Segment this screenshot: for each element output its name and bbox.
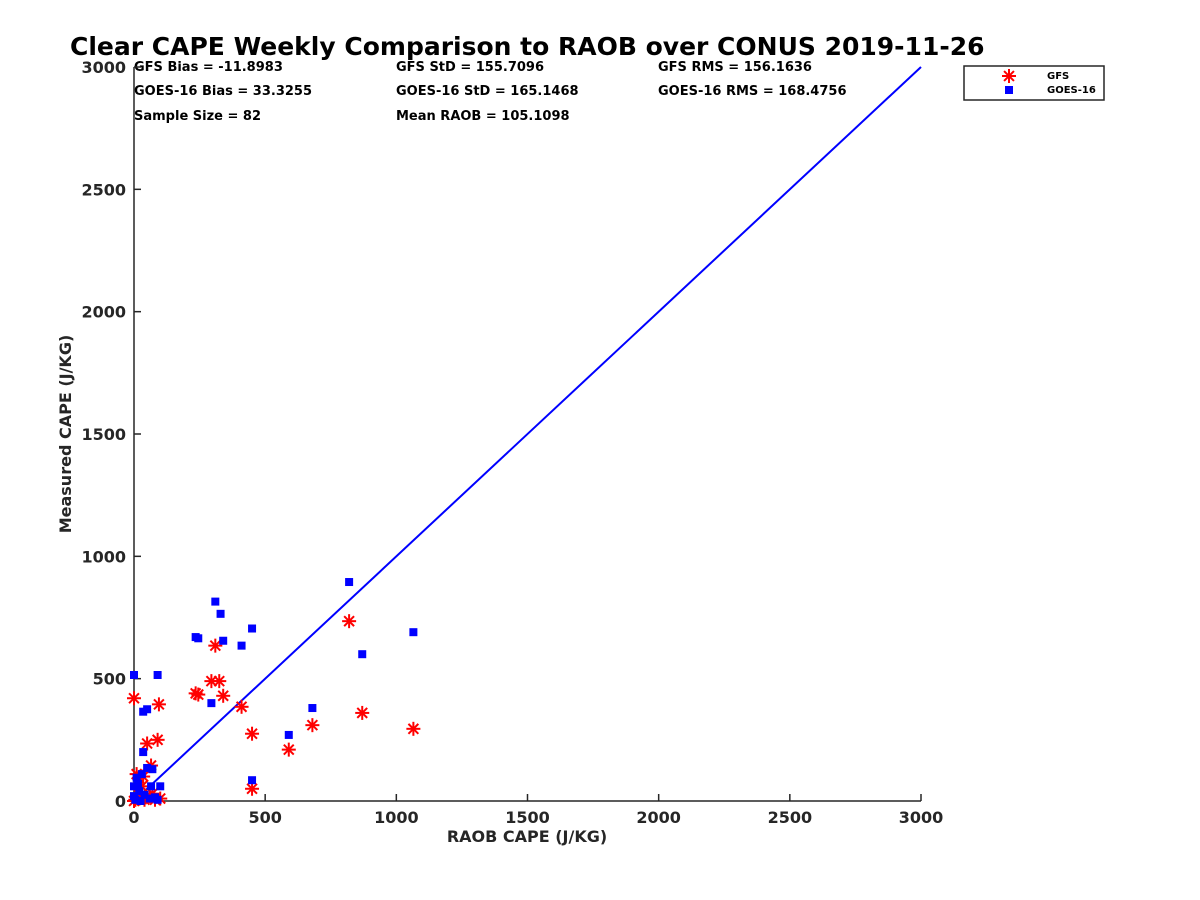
goes16-point bbox=[219, 636, 228, 645]
goes16-point bbox=[409, 628, 418, 637]
stat-goes-std: GOES-16 StD = 165.1468 bbox=[396, 84, 579, 99]
gfs-point bbox=[151, 697, 166, 712]
goes16-point bbox=[248, 624, 257, 633]
y-tick-label: 1000 bbox=[81, 547, 126, 566]
goes16-point bbox=[345, 578, 354, 587]
goes16-point bbox=[147, 782, 156, 791]
stat-gfs-std: GFS StD = 155.7096 bbox=[396, 60, 544, 75]
goes16-point bbox=[145, 794, 154, 803]
stat-goes-bias: GOES-16 Bias = 33.3255 bbox=[134, 84, 312, 99]
goes16-point bbox=[284, 730, 293, 739]
goes16-point bbox=[153, 795, 162, 804]
gfs-point bbox=[234, 699, 249, 714]
one-to-one-reference-line bbox=[133, 66, 922, 802]
gfs-point bbox=[212, 674, 227, 689]
gfs-point bbox=[305, 718, 320, 733]
goes16-point bbox=[207, 699, 216, 708]
goes16-point bbox=[133, 779, 142, 788]
x-tick-label: 1500 bbox=[505, 808, 550, 827]
gfs-point bbox=[245, 726, 260, 741]
stat-goes-rms: GOES-16 RMS = 168.4756 bbox=[658, 84, 847, 99]
x-axis-label: RAOB CAPE (J/KG) bbox=[447, 827, 607, 846]
legend-label-gfs: GFS bbox=[1047, 71, 1069, 82]
x-tick-label: 3000 bbox=[899, 808, 944, 827]
goes16-point bbox=[211, 597, 220, 606]
x-tick-label: 2500 bbox=[768, 808, 813, 827]
stat-gfs-rms: GFS RMS = 156.1636 bbox=[658, 60, 812, 75]
data-points bbox=[127, 578, 421, 808]
legend-marker-gfs bbox=[1002, 69, 1016, 83]
y-tick-label: 2000 bbox=[81, 303, 126, 322]
y-tick-label: 1500 bbox=[81, 425, 126, 444]
legend: GFS GOES-16 bbox=[963, 65, 1105, 101]
x-tick-label: 1000 bbox=[374, 808, 419, 827]
y-axis-label: Measured CAPE (J/KG) bbox=[56, 335, 75, 534]
x-tick-label: 2000 bbox=[636, 808, 681, 827]
y-tick-label: 3000 bbox=[81, 58, 126, 77]
goes16-point bbox=[130, 670, 138, 679]
gfs-point bbox=[355, 705, 370, 720]
y-tick-label: 2500 bbox=[81, 180, 126, 199]
gfs-point bbox=[342, 614, 357, 629]
legend-label-goes16: GOES-16 bbox=[1047, 85, 1096, 96]
goes16-point bbox=[137, 770, 146, 779]
stat-sample-size: Sample Size = 82 bbox=[134, 109, 261, 124]
goes16-point bbox=[148, 765, 157, 774]
goes16-point bbox=[237, 641, 246, 650]
goes16-point bbox=[132, 773, 141, 782]
chart-title: Clear CAPE Weekly Comparison to RAOB ove… bbox=[70, 32, 985, 61]
legend-marker-goes16 bbox=[1005, 86, 1013, 94]
goes16-point bbox=[140, 790, 149, 799]
legend-box bbox=[963, 65, 1105, 101]
x-tick-label: 0 bbox=[128, 808, 139, 827]
goes16-point bbox=[139, 748, 148, 757]
goes16-point bbox=[156, 782, 165, 791]
legend-marker-goes16-shape bbox=[1005, 86, 1013, 94]
stat-gfs-bias: GFS Bias = -11.8983 bbox=[134, 60, 283, 75]
goes16-point bbox=[139, 707, 148, 716]
goes16-point bbox=[136, 797, 145, 805]
gfs-point bbox=[208, 638, 223, 653]
gfs-point bbox=[216, 688, 231, 703]
legend-marker-gfs-shape bbox=[1002, 69, 1016, 83]
gfs-point bbox=[281, 742, 296, 757]
goes16-point bbox=[130, 792, 138, 801]
goes16-point bbox=[308, 704, 317, 713]
axis-ticks: 0 500 1000 1500 2000 2500 3000 0 500 1000 1500 2000… bbox=[81, 58, 943, 827]
goes16-point bbox=[358, 650, 367, 659]
y-tick-label: 500 bbox=[93, 670, 126, 689]
stat-mean-raob: Mean RAOB = 105.1098 bbox=[396, 109, 570, 124]
gfs-point bbox=[150, 732, 165, 747]
gfs-point bbox=[406, 721, 421, 736]
x-tick-label: 500 bbox=[248, 808, 281, 827]
y-tick-label: 0 bbox=[115, 792, 126, 811]
goes16-point bbox=[135, 787, 144, 796]
goes16-point bbox=[216, 609, 225, 618]
goes16-point bbox=[153, 670, 162, 679]
gfs-point bbox=[191, 687, 206, 702]
goes16-point bbox=[248, 776, 257, 785]
goes16-point bbox=[194, 634, 203, 643]
gfs-point bbox=[127, 691, 141, 706]
goes16-point bbox=[143, 763, 152, 772]
